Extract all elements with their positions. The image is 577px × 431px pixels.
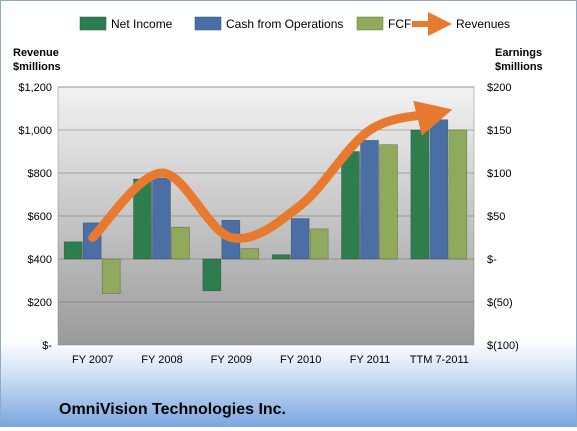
left-tick-label: $800: [28, 168, 52, 180]
left-tick-label: $1,200: [18, 82, 52, 94]
gridlines: [58, 86, 474, 303]
right-tick-label: $200: [487, 82, 511, 94]
bar-fcf: [379, 144, 398, 260]
bar-cash-from-operations: [152, 177, 171, 260]
right-tick-label: $50: [487, 211, 505, 223]
right-tick-label: $-: [487, 254, 497, 266]
bar-net-income: [202, 258, 222, 292]
bar-net-income: [63, 241, 83, 260]
bar-fcf: [448, 129, 468, 260]
x-tick-label: TTM 7-2011: [410, 354, 469, 366]
left-axis-ticks: $- $200 $400 $600 $800 $1,000 $1,200: [18, 82, 52, 352]
bar-net-income: [341, 151, 360, 260]
bar-cash-from-operations: [290, 218, 310, 260]
left-axis-title-line2: $millions: [13, 61, 61, 73]
x-tick-label: FY 2011: [350, 354, 391, 366]
bar-fcf: [171, 226, 190, 260]
bar-fcf: [309, 228, 329, 260]
legend-net-income-swatch: [79, 16, 107, 31]
legend-revenues-label: Revenues: [456, 17, 510, 31]
bar-fcf: [101, 258, 121, 294]
legend-cash-ops-label: Cash from Operations: [226, 17, 343, 31]
bar-cash-from-operations: [429, 119, 449, 260]
legend-fcf-label: FCF: [388, 17, 411, 31]
right-tick-label: $(50): [487, 297, 513, 309]
right-tick-label: $150: [487, 125, 511, 137]
legend-fcf-swatch: [356, 16, 384, 31]
legend-net-income-label: Net Income: [111, 17, 173, 31]
bar-fcf: [240, 248, 260, 260]
x-tick-label: FY 2008: [141, 354, 182, 366]
left-tick-label: $1,000: [18, 125, 52, 137]
company-name: OmniVision Technologies Inc.: [59, 401, 286, 418]
x-tick-label: FY 2009: [211, 354, 252, 366]
right-tick-label: $(100): [487, 340, 519, 352]
x-tick-label: FY 2007: [72, 354, 113, 366]
x-axis-ticks: FY 2007 FY 2008 FY 2009 FY 2010 FY 2011 TTM 7…: [72, 354, 469, 366]
bar-net-income: [271, 254, 291, 260]
right-axis-title-line2: $millions: [495, 61, 543, 73]
right-tick-label: $100: [487, 168, 511, 180]
left-axis-title-line1: Revenue: [13, 47, 59, 59]
right-axis-ticks: $(100) $(50) $- $50 $100 $150 $200: [487, 82, 519, 352]
right-axis-title-line1: Earnings: [495, 47, 542, 59]
x-tick-label: FY 2010: [280, 354, 321, 366]
left-tick-label: $400: [28, 254, 52, 266]
legend: Net Income Cash from Operations FCF Reve…: [79, 12, 510, 36]
legend-cash-ops-swatch: [194, 16, 222, 31]
bar-net-income: [410, 129, 430, 260]
bar-cash-from-operations: [360, 140, 379, 260]
left-tick-label: $200: [28, 297, 52, 309]
revenue-line-group: [88, 100, 453, 243]
revenue-line: [88, 100, 453, 243]
left-tick-label: $600: [28, 211, 52, 223]
left-tick-label: $-: [42, 340, 52, 352]
